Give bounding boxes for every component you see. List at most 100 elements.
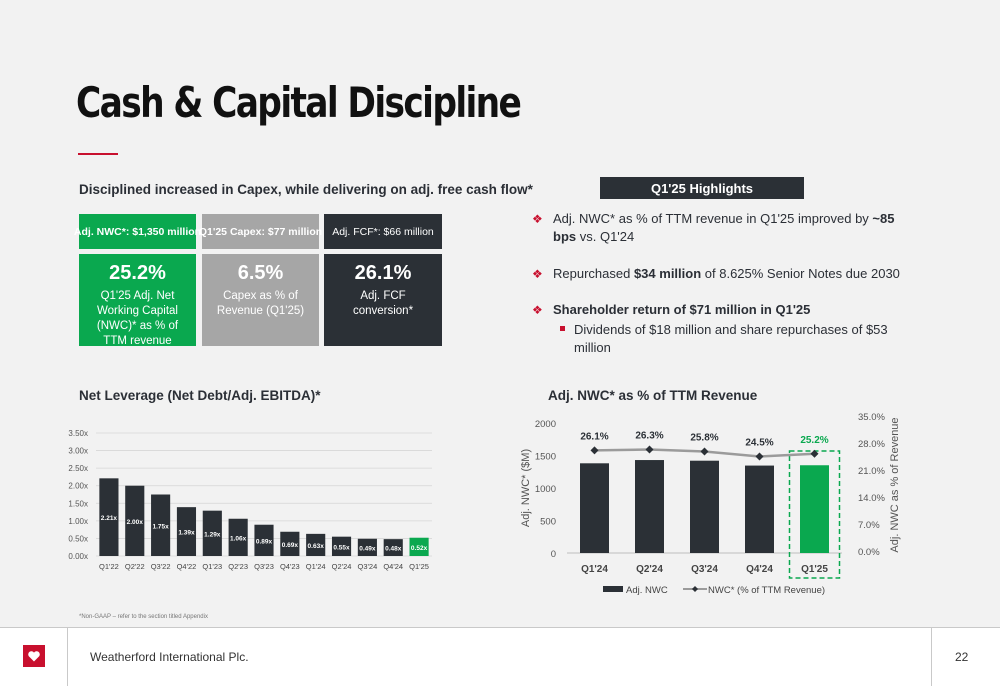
bar xyxy=(125,485,145,556)
legend-bar-label: Adj. NWC xyxy=(626,585,668,596)
highlight-item: ❖ Shareholder return of $71 million in Q… xyxy=(532,301,913,357)
highlight-text: Repurchased xyxy=(553,266,634,281)
x-tick-label: Q1'24 xyxy=(306,562,326,571)
page-title: Cash & Capital Discipline xyxy=(76,78,522,127)
x-tick-label: Q1'23 xyxy=(202,562,222,571)
bar xyxy=(306,533,326,556)
footnote: *Non-GAAP – refer to the section titled … xyxy=(79,614,208,620)
y-tick-label: 2000 xyxy=(535,419,556,430)
x-tick-label: Q4'23 xyxy=(280,562,300,571)
x-tick-label: Q4'24 xyxy=(746,564,773,575)
bar xyxy=(228,518,248,556)
bar xyxy=(580,463,609,553)
leverage-chart: 0.00x 0.50x 1.00x 1.50x 2.00x 2.50x 3.00x 3.50x… xyxy=(68,429,432,571)
y-tick-label: 0.50x xyxy=(68,534,88,543)
highlight-subitem: Dividends of $18 million and share repur… xyxy=(560,321,894,357)
data-label: 0.63x xyxy=(308,543,325,550)
x-tick-label: Q2'24 xyxy=(636,564,663,575)
line-data-label: 26.3% xyxy=(635,431,663,442)
line-data-label: 26.1% xyxy=(580,431,608,442)
y-right-tick-label: 28.0% xyxy=(858,439,885,450)
bar xyxy=(151,494,171,556)
line-marker xyxy=(590,446,599,455)
data-label: 0.49x xyxy=(359,545,376,552)
legend-line-label: NWC* (% of TTM Revenue) xyxy=(708,585,825,596)
y-tick-label: 1000 xyxy=(535,484,556,495)
highlights-title: Q1'25 Highlights xyxy=(600,177,804,199)
x-tick-label: Q2'22 xyxy=(125,562,145,571)
line-data-label: 25.8% xyxy=(690,432,718,443)
x-tick-label: Q3'24 xyxy=(691,564,718,575)
title-underline xyxy=(78,153,118,155)
highlight-text: vs. Q1'24 xyxy=(576,229,635,244)
y-tick-label: 0.00x xyxy=(68,552,88,561)
data-label: 2.21x xyxy=(101,515,118,522)
x-tick-label: Q1'22 xyxy=(99,562,119,571)
y-right-tick-label: 21.0% xyxy=(858,466,885,477)
kpi-nwc-value: 25.2% xyxy=(109,262,166,284)
data-label: 1.06x xyxy=(230,535,247,542)
heart-icon xyxy=(28,650,40,661)
bar xyxy=(254,524,274,556)
kpi-fcf-card: 26.1% Adj. FCF conversion* xyxy=(324,254,442,346)
bar xyxy=(357,538,377,556)
bar xyxy=(745,465,774,553)
highlight-bold: $34 million xyxy=(633,266,702,281)
kpi-nwc-card: 25.2% Q1'25 Adj. Net Working Capital (NW… xyxy=(79,254,196,347)
legend-line-marker xyxy=(692,586,698,592)
kpi-nwc-header: Adj. NWC*: $1,350 million xyxy=(74,214,201,249)
y-tick-label: 3.00x xyxy=(68,447,88,456)
y-tick-label: 3.50x xyxy=(68,429,88,438)
x-tick-label: Q3'23 xyxy=(254,562,274,571)
y-right-tick-label: 0.0% xyxy=(858,547,880,558)
x-tick-label: Q2'23 xyxy=(228,562,248,571)
bar xyxy=(202,510,222,556)
footer-divider xyxy=(67,628,68,686)
y-right-tick-label: 7.0% xyxy=(858,520,880,531)
data-label: 2.00x xyxy=(127,519,144,526)
bar xyxy=(800,465,829,553)
kpi-nwc-desc: Q1'25 Adj. Net Working Capital (NWC)* as… xyxy=(96,290,179,347)
highlight-item: ❖ Adj. NWC* as % of TTM revenue in Q1'25… xyxy=(532,210,913,246)
page-number: 22 xyxy=(955,650,969,664)
nwc-chart: 0 500 1000 1500 2000 0.0% 7.0% 14.0% 21.0% 28.0% 3… xyxy=(520,412,901,596)
data-label: 0.48x xyxy=(385,546,402,553)
data-label: 0.69x xyxy=(282,542,299,549)
y-tick-label: 1500 xyxy=(535,452,556,463)
y-tick-label: 500 xyxy=(540,517,556,528)
highlight-bold: ~85 bps xyxy=(553,211,895,244)
bar xyxy=(99,478,119,556)
legend-bar-swatch xyxy=(603,586,623,592)
company-logo xyxy=(23,645,45,667)
data-label: 0.52x xyxy=(411,545,428,552)
diamond-bullet-icon: ❖ xyxy=(532,303,543,317)
y-tick-label: 2.50x xyxy=(68,464,88,473)
highlight-item: ❖ Repurchased $34 million of 8.625% Seni… xyxy=(532,265,913,283)
diamond-bullet-icon: ❖ xyxy=(532,212,543,226)
y-right-tick-label: 14.0% xyxy=(858,493,885,504)
x-tick-label: Q4'24 xyxy=(383,562,403,571)
kpi-capex-card: 6.5% Capex as % of Revenue (Q1'25) xyxy=(202,254,319,346)
kpi-capex-desc: Capex as % of Revenue (Q1'25) xyxy=(216,290,305,317)
footer-divider xyxy=(931,628,932,686)
data-label: 1.39x xyxy=(178,530,195,537)
x-tick-label: Q2'24 xyxy=(332,562,352,571)
y-tick-label: 0 xyxy=(551,549,556,560)
data-label: 1.75x xyxy=(152,523,169,530)
kpi-capex-value: 6.5% xyxy=(237,262,284,284)
bar xyxy=(409,537,429,556)
y-right-tick-label: 35.0% xyxy=(858,412,885,423)
line-marker xyxy=(755,452,764,461)
line-marker xyxy=(700,447,709,456)
data-label: 0.55x xyxy=(333,544,350,551)
footer: Weatherford International Plc. 22 xyxy=(0,627,1000,686)
x-tick-label: Q3'24 xyxy=(357,562,377,571)
y-tick-label: 1.50x xyxy=(68,499,88,508)
x-tick-label: Q1'25 xyxy=(409,562,429,571)
highlight-bold: Shareholder return of $71 million in Q1'… xyxy=(553,302,811,317)
x-tick-label: Q1'24 xyxy=(581,564,608,575)
kpi-fcf-value: 26.1% xyxy=(354,262,412,284)
bar xyxy=(331,536,352,556)
y-tick-label: 1.00x xyxy=(68,517,88,526)
y-axis-label: Adj. NWC* ($M) xyxy=(520,449,532,527)
